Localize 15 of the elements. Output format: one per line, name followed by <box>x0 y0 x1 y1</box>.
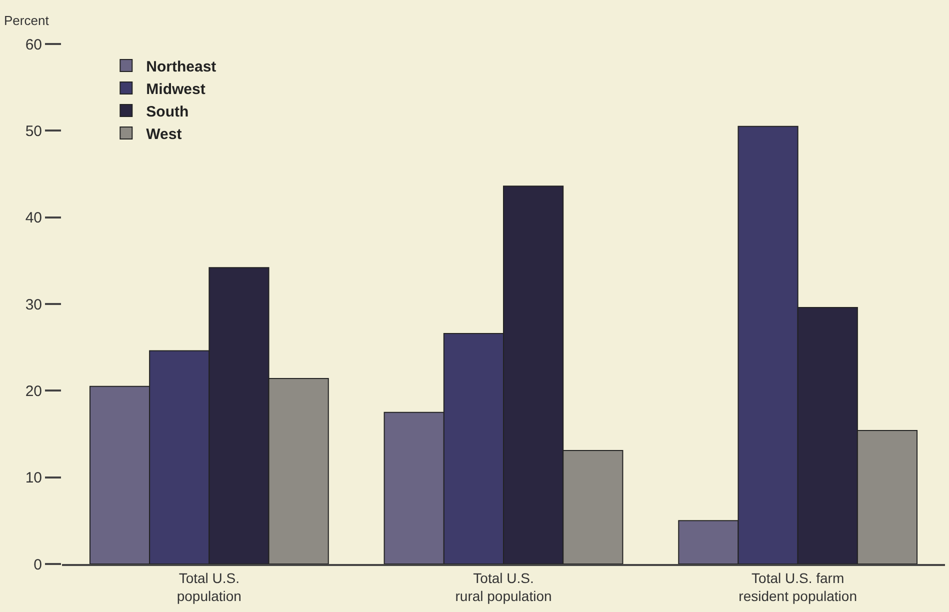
y-axis-title: Percent <box>4 13 50 28</box>
y-tick-label: 40 <box>25 210 42 227</box>
y-tick-label: 20 <box>25 382 42 400</box>
legend-label: South <box>146 103 189 120</box>
legend-label: Northeast <box>146 58 216 76</box>
x-tick-label: Total U.S. farm resident population <box>738 570 857 604</box>
y-tick-label: 0 <box>34 556 42 574</box>
y-tick-label: 50 <box>25 122 42 140</box>
x-tick-label: Total U.S. rural population <box>455 570 552 604</box>
x-tick-label: Total U.S. population <box>176 570 242 604</box>
legend-label: West <box>146 126 182 143</box>
y-tick-label: 30 <box>25 296 42 314</box>
legend-label: Midwest <box>146 80 206 98</box>
y-tick-label: 10 <box>25 470 42 487</box>
y-tick-label: 60 <box>25 36 42 54</box>
